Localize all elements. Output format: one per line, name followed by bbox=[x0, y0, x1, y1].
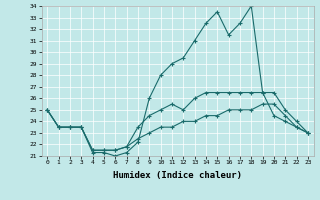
X-axis label: Humidex (Indice chaleur): Humidex (Indice chaleur) bbox=[113, 171, 242, 180]
